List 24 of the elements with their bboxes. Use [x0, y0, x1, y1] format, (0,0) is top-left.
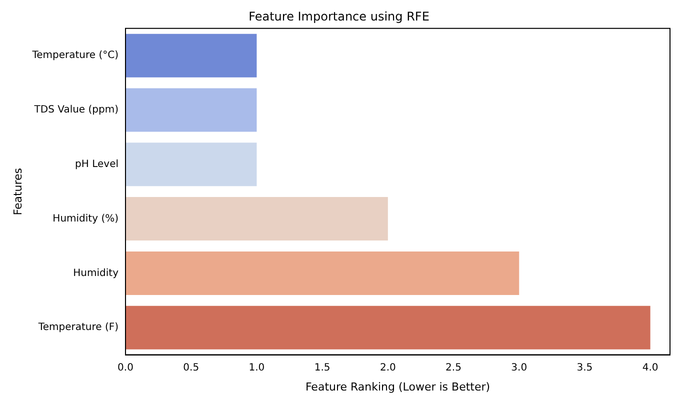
- y-tick-label: Temperature (°C): [31, 50, 119, 62]
- x-tick-label: 2.5: [446, 362, 462, 374]
- y-tick-label: pH Level: [75, 158, 119, 170]
- x-tick-label: 3.0: [511, 362, 528, 374]
- x-tick-label: 2.0: [380, 362, 396, 374]
- y-axis-title: Features: [11, 168, 24, 216]
- y-tick-label: Humidity: [73, 268, 119, 279]
- bar: [126, 306, 650, 350]
- bar: [126, 88, 257, 132]
- x-tick-label: 4.0: [642, 362, 658, 374]
- x-tick-label: 1.5: [314, 362, 330, 374]
- bar: [126, 251, 520, 295]
- x-tick-label: 0.5: [183, 362, 200, 374]
- x-tick-label: 3.5: [576, 362, 593, 374]
- y-tick-label: Humidity (%): [52, 213, 119, 224]
- y-tick-label: TDS Value (ppm): [33, 104, 119, 116]
- bar: [126, 197, 388, 241]
- y-tick-label: Temperature (F): [37, 322, 119, 334]
- chart-title: Feature Importance using RFE: [248, 9, 430, 24]
- x-axis-title: Feature Ranking (Lower is Better): [305, 380, 490, 394]
- bar: [126, 142, 257, 186]
- x-tick-label: 1.0: [248, 362, 265, 374]
- x-tick-label: 0.0: [118, 362, 134, 374]
- bar: [126, 34, 257, 78]
